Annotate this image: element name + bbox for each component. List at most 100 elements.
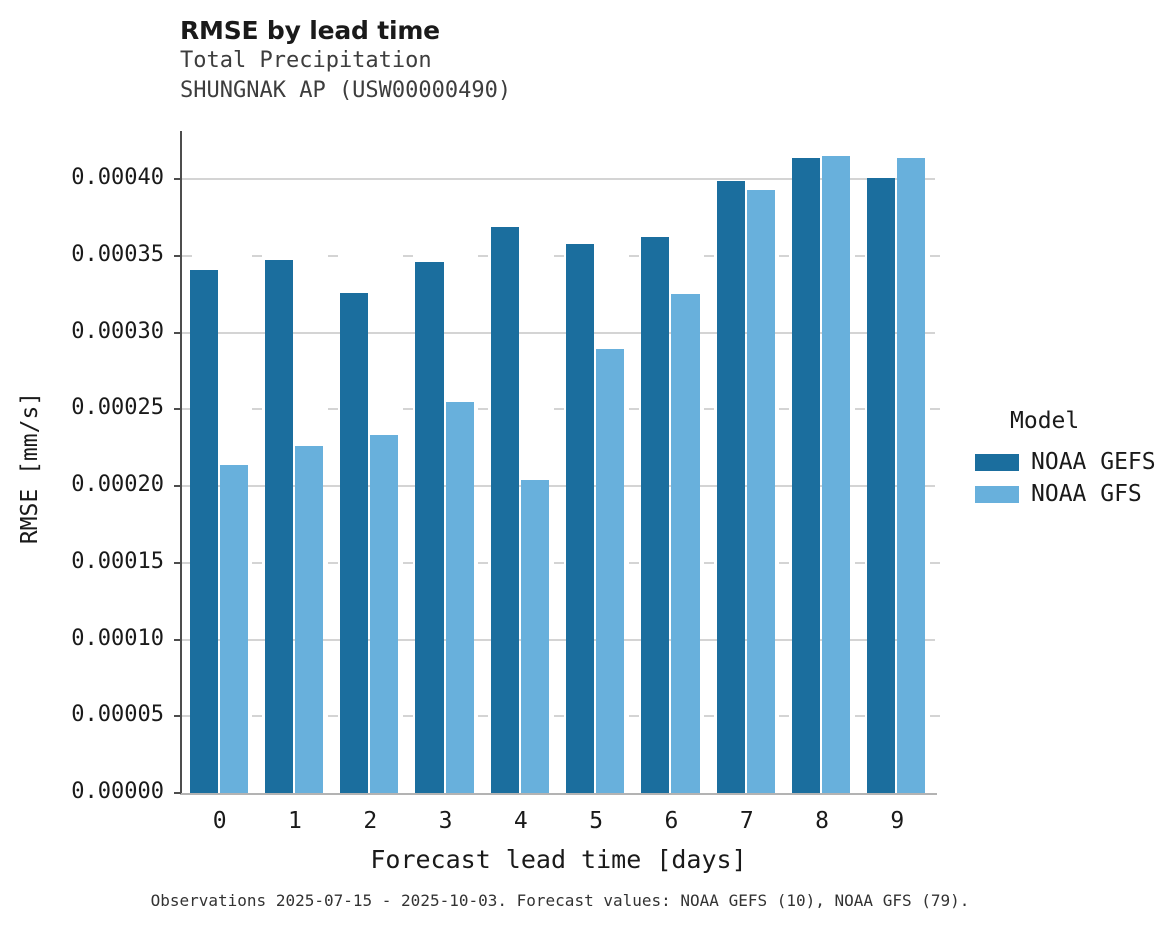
bar[interactable] [791,157,821,793]
bar[interactable] [294,446,324,793]
gridline-stub [402,715,413,718]
y-axis-tick-mark [174,254,181,257]
gridline [182,331,935,334]
gridline-stub [252,561,263,564]
gridline-stub [252,715,263,718]
gridline-stub [252,254,263,257]
gridline-stub [930,715,940,718]
gridline-stub [553,254,564,257]
y-axis-line [180,131,182,795]
chart-subtitle-line1: Total Precipitation [180,48,432,73]
x-axis-tick-label: 4 [513,808,528,834]
gridline-stub [402,408,413,411]
gridline-stub [628,715,639,718]
x-axis-tick-label: 9 [890,808,905,834]
gridline-stub [182,254,192,257]
x-axis-tick-label: 7 [739,808,754,834]
y-axis-tick-label: 0.00000 [71,779,164,804]
bar[interactable] [897,157,926,793]
gridline [182,485,935,488]
gridline-stub [327,715,338,718]
bar[interactable] [716,180,745,793]
legend-item-label: NOAA GEFS [1031,449,1156,475]
bar[interactable] [596,349,625,793]
y-axis-tick-mark [174,792,181,794]
gridline-stub [327,408,338,411]
bar[interactable] [340,292,369,793]
gridline-stub [402,254,413,257]
y-axis-tick-label: 0.00010 [71,625,164,651]
bar[interactable] [415,261,444,793]
y-axis-tick-label: 0.00020 [71,472,164,498]
y-axis-tick-mark [174,331,181,334]
gridline-stub [854,561,865,564]
y-axis-tick-mark [174,638,181,641]
y-axis-tick-label: 0.00030 [71,318,164,344]
gridline-stub [930,254,940,257]
gridline-stub [182,715,192,718]
gridline-stub [930,408,940,411]
gridline-stub [182,561,192,564]
y-axis-tick-mark [174,485,181,488]
gridline-stub [854,715,865,718]
bar[interactable] [566,243,595,793]
x-axis-tick-label: 6 [664,808,679,834]
gridline-stub [553,561,564,564]
gridline-stub [704,715,715,718]
bar[interactable] [746,189,775,793]
gridline-stub [182,408,192,411]
y-axis-tick-mark [174,561,181,564]
gridline-stub [252,408,263,411]
bar[interactable] [520,479,549,793]
x-axis-tick-label: 0 [212,808,227,834]
gridline-stub [779,561,790,564]
gridline-stub [327,254,338,257]
figure-caption: Observations 2025-07-15 - 2025-10-03. Fo… [150,891,970,910]
x-axis-tick-label: 1 [288,808,302,834]
bar[interactable] [264,260,293,793]
bar[interactable] [445,401,474,793]
y-axis-tick-mark [174,408,181,411]
chart-subtitle-line2: SHUNGNAK AP (USW00000490) [180,78,512,103]
y-axis-tick-label: 0.00035 [71,241,164,267]
bar[interactable] [370,435,399,793]
legend-title: Model [1010,408,1080,434]
bar[interactable] [822,156,851,793]
gridline-stub [628,254,639,257]
y-axis-tick-mark [174,178,181,181]
gridline-stub [553,715,564,718]
page-title: RMSE by lead time [180,16,440,45]
x-axis-tick-label: 8 [815,808,829,834]
bar[interactable] [219,464,248,793]
bar[interactable] [867,177,896,793]
bar[interactable] [490,226,519,793]
x-axis-line [180,793,937,795]
gridline-stub [402,561,413,564]
y-axis-tick-label: 0.00015 [71,548,164,574]
bar[interactable] [641,237,670,793]
legend-swatch-icon [975,485,1019,503]
legend-item-label: NOAA GFS [1031,481,1142,507]
x-axis-tick-label: 3 [438,808,453,834]
gridline-stub [478,561,489,564]
gridline-stub [628,561,639,564]
y-axis-tick-label: 0.00040 [71,165,164,191]
legend-swatch-icon [975,453,1019,471]
gridlines [182,133,940,793]
y-axis-tick-label: 0.00005 [71,702,164,728]
gridline-stub [478,254,489,257]
title-block: RMSE by lead time Total Precipitation SH… [180,16,940,106]
legend-item[interactable]: NOAA GFS [975,478,1156,510]
legend-item[interactable]: NOAA GEFS [975,446,1156,478]
gridline-stub [854,408,865,411]
gridline-stub [478,408,489,411]
y-axis-title: RMSE [mm/s] [17,391,43,545]
x-axis-title: Forecast lead time [days] [370,845,747,874]
gridline-stub [553,408,564,411]
bar[interactable] [671,294,700,793]
bar[interactable] [189,269,218,793]
legend: Model NOAA GEFS NOAA GFS [975,408,1156,510]
x-axis-tick-label: 5 [589,808,604,834]
gridline-stub [704,561,715,564]
